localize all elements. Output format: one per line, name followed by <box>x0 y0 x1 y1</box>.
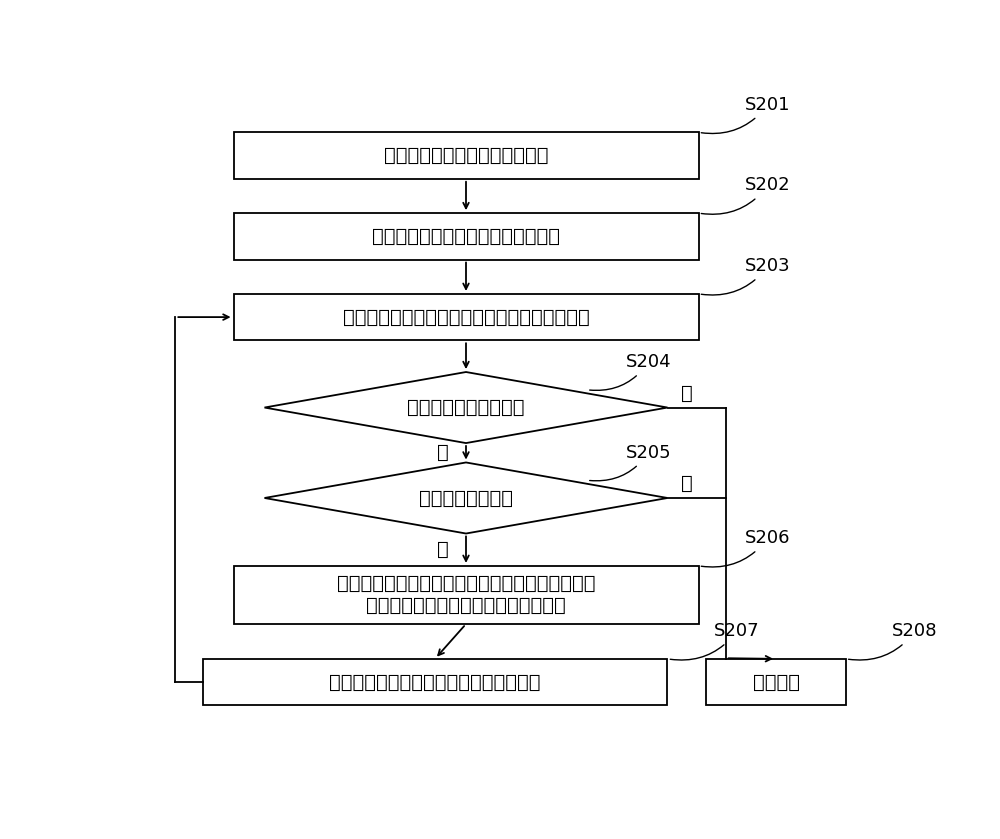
Text: 回转启动阶段是否结束: 回转启动阶段是否结束 <box>407 398 525 417</box>
Bar <box>234 213 698 259</box>
Text: 计算并确定本轮工况的虚拟控制压力: 计算并确定本轮工况的虚拟控制压力 <box>372 227 560 246</box>
Bar <box>234 565 698 624</box>
Text: S204: S204 <box>590 353 671 390</box>
Text: S207: S207 <box>670 623 760 660</box>
Bar <box>706 659 846 706</box>
Text: S205: S205 <box>590 444 671 481</box>
Text: 根据差值输出控制信号给泵排量控制器，以使得泵
排量控制器根据控制信号调节主泵流量: 根据差值输出控制信号给泵排量控制器，以使得泵 排量控制器根据控制信号调节主泵流量 <box>337 575 595 615</box>
Text: 停止计算: 停止计算 <box>753 673 800 691</box>
Text: 本轮工况是否结束: 本轮工况是否结束 <box>419 488 513 508</box>
Text: S203: S203 <box>701 258 791 295</box>
Bar <box>234 133 698 179</box>
Text: 是: 是 <box>681 383 693 403</box>
Text: S201: S201 <box>701 96 790 133</box>
Text: S202: S202 <box>701 176 791 214</box>
Bar <box>203 659 667 706</box>
Text: S206: S206 <box>701 529 790 567</box>
Text: 收集本轮工况溢流阀的特征压力: 收集本轮工况溢流阀的特征压力 <box>384 146 548 165</box>
Text: 否: 否 <box>437 443 449 462</box>
Polygon shape <box>264 462 668 534</box>
Text: 否: 否 <box>437 540 449 559</box>
Text: 计算回转马达的实际压力与虚拟控制压力的差值: 计算回转马达的实际压力与虚拟控制压力的差值 <box>343 308 589 326</box>
Text: S208: S208 <box>848 623 938 660</box>
Text: 获取并确定回转马达的实际压力发生变化: 获取并确定回转马达的实际压力发生变化 <box>329 673 541 691</box>
Polygon shape <box>264 372 668 443</box>
Bar <box>234 294 698 341</box>
Text: 是: 是 <box>681 474 693 493</box>
